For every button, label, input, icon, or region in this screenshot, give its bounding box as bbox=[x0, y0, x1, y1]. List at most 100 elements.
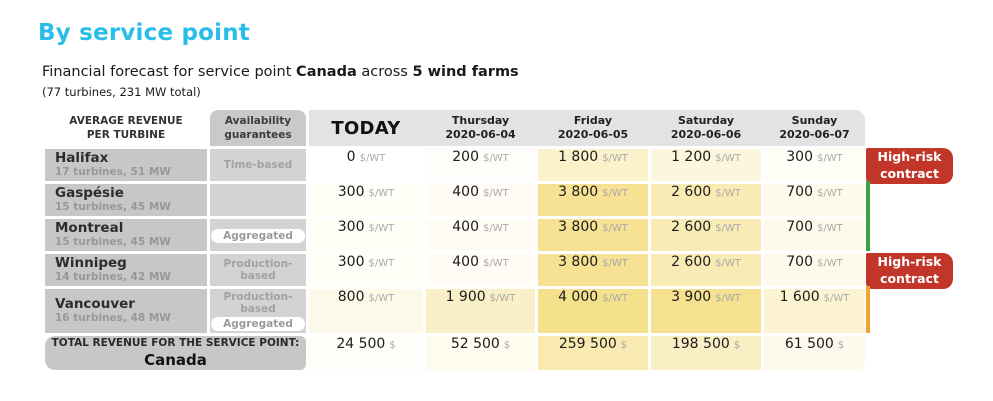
revenue-cell-halifax-4: 300 $/WT bbox=[764, 149, 865, 181]
revenue-value: 24 500 bbox=[336, 336, 386, 352]
aggregated-badge: Aggregated bbox=[211, 228, 305, 244]
farm-row-montreal[interactable]: Montreal 15 turbines, 45 MW bbox=[45, 219, 207, 251]
farm-info: 17 turbines, 51 MW bbox=[55, 166, 171, 179]
revenue-unit: $/WT bbox=[823, 293, 850, 304]
revenue-cell-vancouver-1: 1 900 $/WT bbox=[426, 289, 535, 333]
revenue-value: 300 bbox=[786, 149, 813, 165]
high-risk-contract-badge[interactable]: High-risk contract bbox=[866, 253, 953, 289]
farm-name: Halifax bbox=[55, 149, 109, 166]
farm-info: 16 turbines, 48 MW bbox=[55, 312, 171, 325]
revenue-unit: $/WT bbox=[483, 188, 509, 199]
aggregated-badge: Aggregated bbox=[211, 316, 305, 332]
revenue-value: 200 bbox=[452, 149, 479, 165]
badge-line: High-risk bbox=[877, 149, 942, 165]
revenue-value: 52 500 bbox=[450, 336, 500, 352]
availability-guarantee-label: Production-based bbox=[223, 290, 293, 315]
revenue-value: 400 bbox=[452, 219, 479, 235]
revenue-value: 0 bbox=[346, 149, 356, 165]
revenue-cell-halifax-0: 0 $/WT bbox=[309, 149, 423, 181]
revenue-value: 700 bbox=[786, 254, 813, 270]
revenue-unit: $ bbox=[733, 340, 741, 351]
revenue-cell-winnipeg-1: 400 $/WT bbox=[426, 254, 535, 286]
revenue-cell-montreal-4: 700 $/WT bbox=[764, 219, 865, 251]
revenue-value: 3 900 bbox=[671, 289, 712, 305]
revenue-unit: $/WT bbox=[602, 153, 628, 164]
column-header-thursday: Thursday 2020-06-04 bbox=[445, 113, 516, 141]
revenue-unit: $/WT bbox=[715, 188, 741, 199]
revenue-cell-vancouver-4: 1 600 $/WT bbox=[764, 289, 865, 333]
revenue-value: 300 bbox=[337, 184, 365, 200]
farm-row-gaspesie[interactable]: Gaspésie 15 turbines, 45 MW bbox=[45, 184, 207, 216]
revenue-value: 700 bbox=[786, 219, 813, 235]
wind-farm-count: 5 wind farms bbox=[412, 64, 519, 80]
revenue-cell-gaspesie-2: 3 800 $/WT bbox=[538, 184, 648, 216]
subtitle-middle: across bbox=[356, 64, 413, 80]
badge-line: contract bbox=[880, 271, 939, 286]
farm-info: 15 turbines, 45 MW bbox=[55, 236, 171, 249]
farm-row-halifax[interactable]: Halifax 17 turbines, 51 MW bbox=[45, 149, 207, 181]
farm-name: Vancouver bbox=[55, 295, 135, 312]
revenue-cell-halifax-3: 1 200 $/WT bbox=[651, 149, 761, 181]
revenue-unit: $/WT bbox=[602, 188, 628, 199]
total-revenue-cell-3: 198 500 $ bbox=[651, 336, 761, 370]
revenue-value: 400 bbox=[452, 254, 479, 270]
total-service-point-name: Canada bbox=[144, 350, 207, 369]
farm-row-winnipeg[interactable]: Winnipeg 14 turbines, 42 MW bbox=[45, 254, 207, 286]
revenue-unit: $/WT bbox=[368, 258, 395, 269]
availability-cell-gaspesie bbox=[210, 184, 306, 216]
revenue-value: 3 800 bbox=[558, 254, 599, 270]
revenue-unit: $/WT bbox=[817, 153, 843, 164]
revenue-unit: $/WT bbox=[602, 223, 628, 234]
revenue-cell-winnipeg-2: 3 800 $/WT bbox=[538, 254, 648, 286]
revenue-unit: $ bbox=[503, 340, 511, 351]
availability-guarantee-label: Time-based bbox=[223, 158, 293, 171]
revenue-unit: $ bbox=[620, 340, 628, 351]
revenue-value: 1 600 bbox=[779, 289, 820, 305]
availability-cell-vancouver: Production-based Aggregated bbox=[210, 289, 306, 333]
revenue-unit: $ bbox=[389, 340, 396, 351]
subtitle-detail: (77 turbines, 231 MW total) bbox=[42, 85, 201, 99]
revenue-value: 300 bbox=[337, 254, 365, 270]
revenue-cell-vancouver-0: 800 $/WT bbox=[309, 289, 423, 333]
revenue-unit: $/WT bbox=[368, 188, 395, 199]
farm-info: 15 turbines, 45 MW bbox=[55, 201, 171, 214]
revenue-value: 4 000 bbox=[558, 289, 599, 305]
total-revenue-caption: TOTAL REVENUE FOR THE SERVICE POINT: bbox=[51, 337, 300, 350]
subtitle: Financial forecast for service point Can… bbox=[42, 64, 519, 80]
header-line: AVERAGE REVENUE bbox=[69, 114, 183, 127]
revenue-unit: $/WT bbox=[489, 293, 516, 304]
revenue-cell-gaspesie-1: 400 $/WT bbox=[426, 184, 535, 216]
revenue-value: 3 800 bbox=[558, 219, 599, 235]
total-revenue-label: TOTAL REVENUE FOR THE SERVICE POINT: Cana… bbox=[45, 336, 306, 370]
column-header-saturday: Saturday 2020-06-06 bbox=[670, 113, 742, 141]
revenue-cell-montreal-1: 400 $/WT bbox=[426, 219, 535, 251]
low-risk-strip bbox=[866, 181, 870, 216]
revenue-value: 198 500 bbox=[671, 336, 730, 352]
badge-line: contract bbox=[880, 166, 939, 181]
revenue-value: 2 600 bbox=[671, 219, 712, 235]
revenue-unit: $/WT bbox=[483, 223, 509, 234]
high-risk-contract-badge[interactable]: High-risk contract bbox=[866, 148, 953, 184]
low-risk-strip bbox=[866, 216, 870, 251]
availability-guarantee-label: Production-based bbox=[223, 257, 293, 282]
subtitle-prefix: Financial forecast for service point bbox=[42, 64, 297, 80]
header-line: PER TURBINE bbox=[86, 129, 166, 141]
farm-row-vancouver[interactable]: Vancouver 16 turbines, 48 MW bbox=[45, 289, 207, 333]
farm-name: Winnipeg bbox=[55, 254, 127, 271]
revenue-value: 1 900 bbox=[445, 289, 486, 305]
revenue-cell-gaspesie-3: 2 600 $/WT bbox=[651, 184, 761, 216]
revenue-value: 400 bbox=[452, 184, 479, 200]
revenue-cell-gaspesie-0: 300 $/WT bbox=[309, 184, 423, 216]
revenue-unit: $/WT bbox=[483, 258, 509, 269]
revenue-value: 259 500 bbox=[558, 336, 617, 352]
farm-info: 14 turbines, 42 MW bbox=[55, 271, 171, 284]
revenue-unit: $/WT bbox=[483, 153, 509, 164]
badge-line: High-risk bbox=[877, 254, 942, 270]
revenue-unit: $/WT bbox=[715, 258, 741, 269]
revenue-cell-halifax-1: 200 $/WT bbox=[426, 149, 535, 181]
revenue-value: 2 600 bbox=[671, 254, 712, 270]
forecast-grid: AVERAGE REVENUE PER TURBINE Availability… bbox=[45, 110, 865, 370]
revenue-cell-montreal-2: 3 800 $/WT bbox=[538, 219, 648, 251]
revenue-cell-montreal-0: 300 $/WT bbox=[309, 219, 423, 251]
total-revenue-cell-1: 52 500 $ bbox=[426, 336, 535, 370]
